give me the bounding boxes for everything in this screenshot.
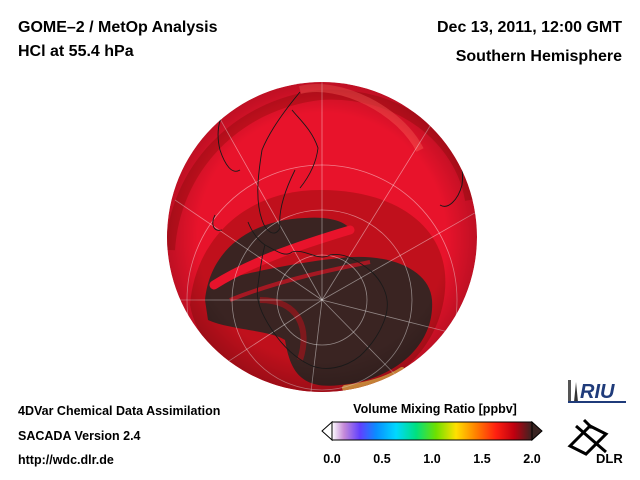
species-level-subtitle: HCl at 55.4 hPa (18, 43, 134, 60)
riu-logo: RIU (568, 380, 626, 403)
dlr-logo-text: DLR (596, 451, 623, 466)
colorbar-gradient (331, 421, 533, 441)
dlr-logo: DLR (567, 418, 623, 466)
colorbar-title: Volume Mixing Ratio [ppbv] (353, 402, 517, 416)
colorbar (321, 420, 543, 442)
colorbar-tick-4: 2.0 (523, 452, 541, 466)
colorbar-tick-0: 0.0 (323, 452, 341, 466)
dlr-emblem-icon (567, 418, 609, 456)
globe-limb-shade (167, 82, 477, 392)
analysis-date: Dec 13, 2011, 12:00 GMT (437, 19, 622, 36)
footer-version: SACADA Version 2.4 (18, 429, 141, 443)
colorbar-tick-3: 1.5 (473, 452, 491, 466)
colorbar-max-arrow (531, 420, 543, 442)
riu-logo-text: RIU (580, 381, 615, 403)
footer-assimilation: 4DVar Chemical Data Assimilation (18, 404, 221, 418)
analysis-title: GOME–2 / MetOp Analysis (18, 19, 218, 36)
colorbar-tick-1: 0.5 (373, 452, 391, 466)
colorbar-tick-2: 1.0 (423, 452, 441, 466)
footer-url: http://wdc.dlr.de (18, 453, 114, 467)
hemisphere-label: Southern Hemisphere (455, 48, 622, 65)
colorbar-min-arrow (321, 420, 333, 442)
